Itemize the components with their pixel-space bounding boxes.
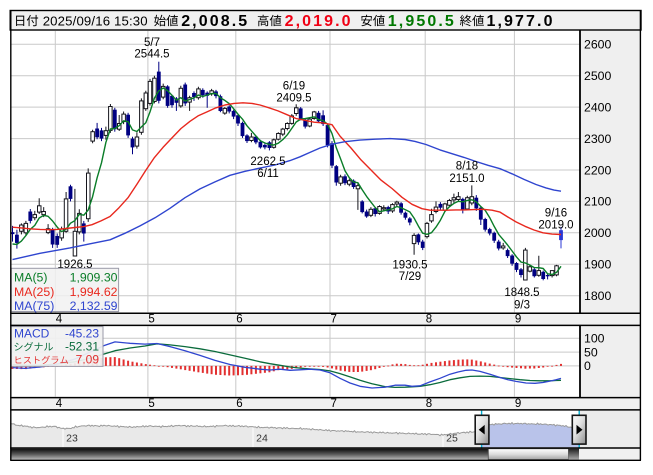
- svg-text:8: 8: [426, 398, 432, 410]
- svg-text:2400: 2400: [584, 100, 612, 114]
- svg-text:MA(75): MA(75): [14, 299, 54, 313]
- svg-text:100: 100: [584, 332, 605, 346]
- svg-text:6: 6: [236, 398, 242, 410]
- svg-text:2,132.59: 2,132.59: [70, 299, 118, 313]
- svg-text:2500: 2500: [584, 69, 612, 83]
- svg-text:4: 4: [56, 398, 63, 410]
- svg-text:1800: 1800: [584, 289, 612, 303]
- svg-text:5/7: 5/7: [144, 37, 160, 49]
- svg-text:1,977.0: 1,977.0: [487, 13, 555, 30]
- svg-text:1848.5: 1848.5: [504, 287, 539, 299]
- svg-text:1,994.62: 1,994.62: [70, 285, 118, 299]
- svg-text:7.09: 7.09: [76, 353, 100, 367]
- svg-text:5: 5: [148, 398, 154, 410]
- svg-text:24: 24: [256, 433, 268, 445]
- svg-text:2000: 2000: [584, 226, 612, 240]
- svg-text:2,019.0: 2,019.0: [285, 13, 353, 30]
- svg-text:7: 7: [330, 398, 336, 410]
- svg-text:6: 6: [236, 314, 242, 326]
- svg-text:1900: 1900: [584, 258, 612, 272]
- svg-text:2019.0: 2019.0: [538, 220, 573, 232]
- svg-text:2,008.5: 2,008.5: [181, 13, 249, 30]
- svg-text:2200: 2200: [584, 163, 612, 177]
- svg-text:6/11: 6/11: [257, 168, 279, 180]
- svg-text:7: 7: [330, 314, 336, 326]
- svg-text:6/19: 6/19: [283, 81, 305, 93]
- svg-text:1930.5: 1930.5: [392, 260, 427, 272]
- svg-text:8/18: 8/18: [456, 161, 478, 173]
- svg-text:2262.5: 2262.5: [250, 156, 285, 168]
- svg-text:9/16: 9/16: [545, 208, 567, 220]
- svg-text:2409.5: 2409.5: [276, 93, 311, 105]
- svg-text:2600: 2600: [584, 38, 612, 52]
- svg-text:MA(25): MA(25): [14, 285, 54, 299]
- svg-text:50: 50: [584, 345, 598, 359]
- svg-text:2151.0: 2151.0: [449, 173, 484, 185]
- svg-text:8: 8: [426, 314, 432, 326]
- svg-text:5: 5: [148, 314, 154, 326]
- svg-text:2544.5: 2544.5: [134, 49, 169, 61]
- svg-text:MA(5): MA(5): [14, 271, 47, 285]
- svg-text:-45.23: -45.23: [65, 326, 99, 340]
- svg-text:4: 4: [56, 314, 63, 326]
- svg-text:2100: 2100: [584, 195, 612, 209]
- svg-text:7/29: 7/29: [399, 271, 421, 283]
- svg-text:0: 0: [584, 359, 591, 373]
- svg-text:9: 9: [515, 398, 521, 410]
- svg-text:1,909.30: 1,909.30: [70, 271, 118, 285]
- svg-text:2025/09/16 15:30: 2025/09/16 15:30: [43, 13, 148, 28]
- svg-text:25: 25: [446, 433, 458, 445]
- svg-text:MACD: MACD: [14, 326, 50, 340]
- svg-text:-52.31: -52.31: [65, 340, 99, 354]
- svg-text:9/3: 9/3: [514, 300, 530, 312]
- svg-text:23: 23: [66, 433, 78, 445]
- svg-text:9: 9: [515, 314, 521, 326]
- svg-text:2300: 2300: [584, 132, 612, 146]
- svg-text:1,950.5: 1,950.5: [388, 13, 456, 30]
